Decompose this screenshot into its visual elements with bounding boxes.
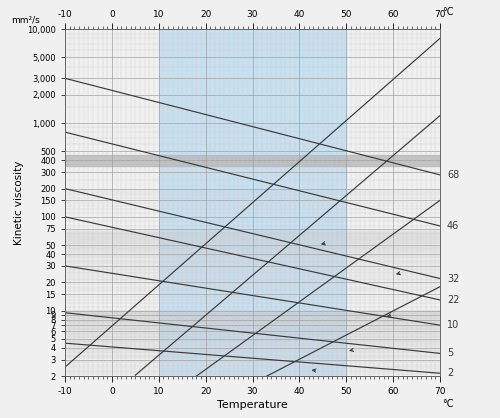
Text: °C: °C xyxy=(442,7,454,17)
Text: 10: 10 xyxy=(447,320,460,330)
Text: mm²/s: mm²/s xyxy=(10,15,40,24)
Y-axis label: Kinetic viscosity: Kinetic viscosity xyxy=(14,161,24,245)
Text: 5: 5 xyxy=(447,349,454,358)
Text: 32: 32 xyxy=(447,273,460,283)
Text: 2: 2 xyxy=(447,368,454,378)
X-axis label: Temperature: Temperature xyxy=(217,400,288,410)
Text: 68: 68 xyxy=(447,170,460,180)
Bar xyxy=(159,29,346,376)
Text: °C: °C xyxy=(442,399,454,409)
Text: 46: 46 xyxy=(447,221,460,231)
Bar xyxy=(65,155,440,166)
Text: 22: 22 xyxy=(447,295,460,305)
